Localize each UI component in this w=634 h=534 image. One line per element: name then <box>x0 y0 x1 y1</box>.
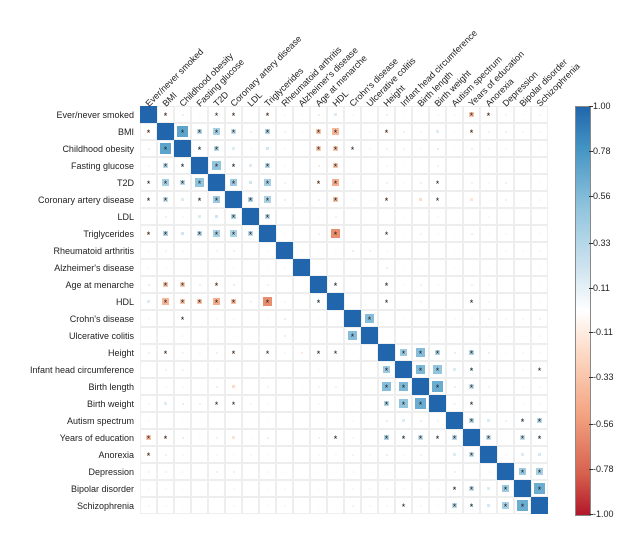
row-label: Birth weight <box>0 399 134 409</box>
row-label: Childhood obesity <box>0 144 134 154</box>
row-label: Schizophrenia <box>0 501 134 511</box>
row-label: LDL <box>0 212 134 222</box>
row-label: Years of education <box>0 433 134 443</box>
row-label: Triglycerides <box>0 229 134 239</box>
row-label: BMI <box>0 127 134 137</box>
colorbar-tick: -1.00 <box>593 509 614 519</box>
row-label: Anorexia <box>0 450 134 460</box>
row-label: Alzheimer's disease <box>0 263 134 273</box>
colorbar-gradient <box>575 106 591 516</box>
row-label: Ulcerative colitis <box>0 331 134 341</box>
row-label: Height <box>0 348 134 358</box>
colorbar: -1.00-0.78-0.56-0.33-0.110.110.330.560.7… <box>575 106 625 514</box>
colorbar-tick: 0.11 <box>593 283 610 293</box>
row-label: Age at menarche <box>0 280 134 290</box>
row-label: Infant head circumference <box>0 365 134 375</box>
row-label: Crohn's disease <box>0 314 134 324</box>
colorbar-tick: 0.33 <box>593 238 611 248</box>
row-label: Birth length <box>0 382 134 392</box>
colorbar-tick: -0.78 <box>593 464 614 474</box>
row-label: Autism spectrum <box>0 416 134 426</box>
row-label: Coronary artery disease <box>0 195 134 205</box>
colorbar-tick: 0.56 <box>593 191 611 201</box>
row-label: Rheumatoid arthritis <box>0 246 134 256</box>
row-label: Ever/never smoked <box>0 110 134 120</box>
row-label: HDL <box>0 297 134 307</box>
row-label: Fasting glucose <box>0 161 134 171</box>
row-label: Bipolar disorder <box>0 484 134 494</box>
colorbar-tick: 0.78 <box>593 146 611 156</box>
row-label: Depression <box>0 467 134 477</box>
colorbar-tick: -0.11 <box>593 327 613 337</box>
heatmap: ****************************************… <box>0 0 634 534</box>
colorbar-tick: -0.56 <box>593 419 614 429</box>
colorbar-tick: 1.00 <box>593 101 611 111</box>
colorbar-tick: -0.33 <box>593 372 614 382</box>
row-label: T2D <box>0 178 134 188</box>
